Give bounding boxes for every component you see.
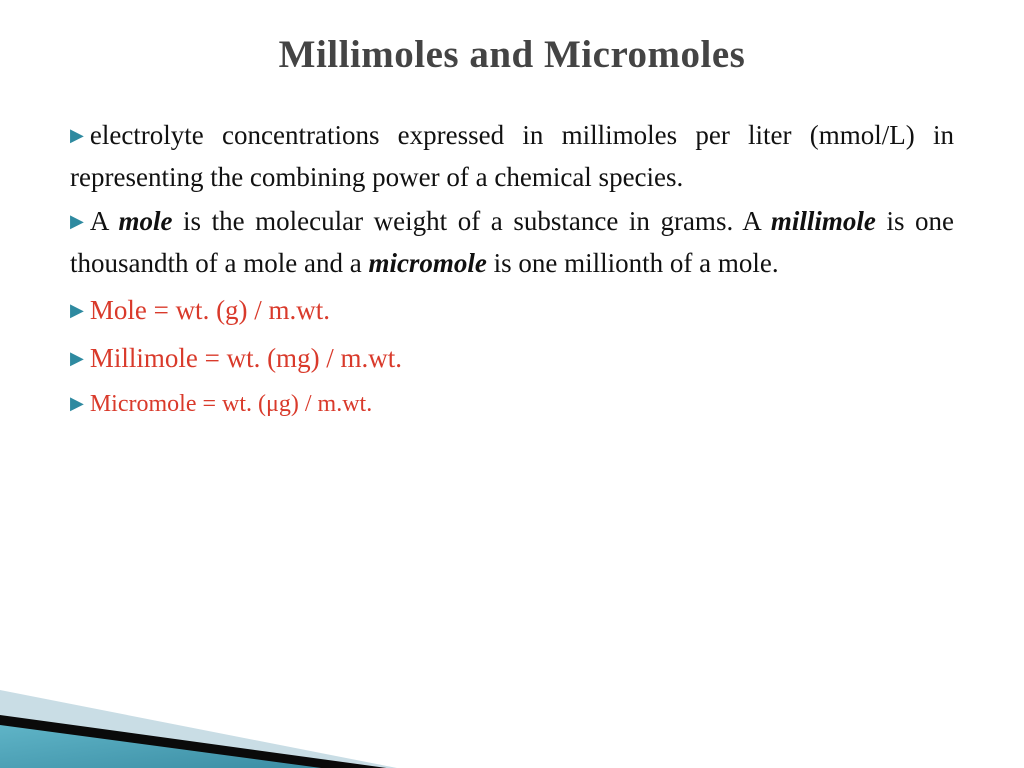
- bullet-arrow-icon: ▶: [70, 208, 84, 236]
- bullet-arrow-icon: ▶: [70, 122, 84, 150]
- slide-content: ▶electrolyte concentrations expressed in…: [70, 115, 954, 423]
- formula-text: Mole = wt. (g) / m.wt.: [90, 295, 330, 325]
- slide-title: Millimoles and Micromoles: [0, 32, 1024, 77]
- bullet-item: ▶electrolyte concentrations expressed in…: [70, 115, 954, 199]
- bullet-text-run: mole: [118, 206, 172, 236]
- bullet-text-run: millimole: [771, 206, 876, 236]
- bullet-item: ▶Micromole = wt. (μg) / m.wt.: [70, 386, 954, 423]
- bullet-text-run: A: [90, 206, 119, 236]
- formula-text: Micromole = wt. (μg) / m.wt.: [90, 391, 372, 417]
- bullet-text: electrolyte concentrations expressed in …: [70, 120, 954, 192]
- bullet-item: ▶A mole is the molecular weight of a sub…: [70, 201, 954, 285]
- bullet-item: ▶Mole = wt. (g) / m.wt.: [70, 290, 954, 332]
- bullet-text-run: micromole: [368, 248, 486, 278]
- bullet-arrow-icon: ▶: [70, 297, 84, 325]
- formula-block: ▶Mole = wt. (g) / m.wt. ▶Millimole = wt.…: [70, 290, 954, 423]
- bullet-item: ▶Millimole = wt. (mg) / m.wt.: [70, 338, 954, 380]
- bullet-text-run: is one millionth of a mole.: [487, 248, 779, 278]
- corner-decoration: [0, 620, 1024, 768]
- bullet-text-run: is the molecular weight of a substance i…: [172, 206, 770, 236]
- slide: Millimoles and Micromoles ▶electrolyte c…: [0, 32, 1024, 768]
- formula-text: Millimole = wt. (mg) / m.wt.: [90, 343, 402, 373]
- bullet-arrow-icon: ▶: [70, 390, 84, 418]
- bullet-arrow-icon: ▶: [70, 345, 84, 373]
